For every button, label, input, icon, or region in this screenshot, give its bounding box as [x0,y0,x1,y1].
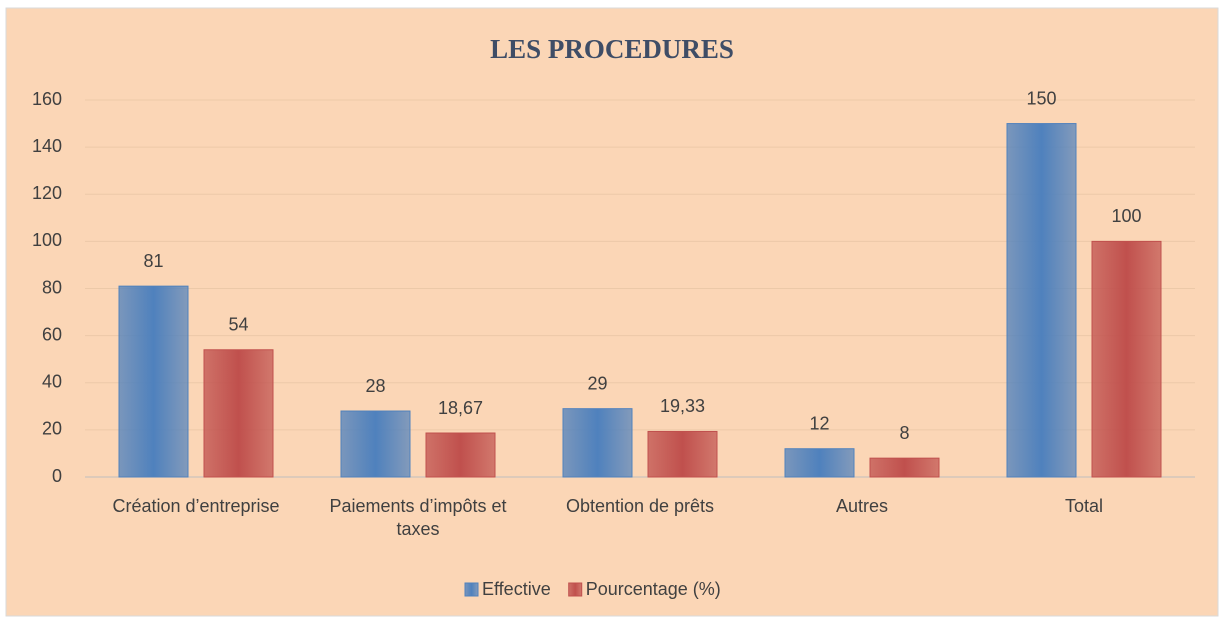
bar [869,457,940,478]
data-label: 150 [1026,88,1056,108]
bar [647,430,718,478]
y-tick-label: 40 [42,372,62,392]
bar [203,349,274,478]
y-tick-label: 160 [32,89,62,109]
data-label: 28 [365,376,385,396]
legend-label: Effective [482,579,551,599]
data-label: 81 [143,251,163,271]
bar [1091,240,1162,478]
y-tick-label: 20 [42,419,62,439]
bar [562,408,633,478]
data-label: 29 [587,373,607,393]
y-tick-label: 80 [42,277,62,297]
x-tick-label: Paiements d’impôts et taxes [329,496,507,539]
bar [118,285,189,478]
y-tick-label: 100 [32,230,62,250]
data-label: 12 [809,413,829,433]
chart-title: LES PROCEDURES [490,34,734,64]
bar [340,410,411,478]
y-tick-label: 140 [32,136,62,156]
y-tick-label: 0 [52,466,62,486]
data-label: 100 [1111,206,1141,226]
bar [1006,123,1077,478]
x-tick-label: Autres [835,496,889,516]
x-tick-label: Obtention de prêts [565,496,715,516]
x-tick-label: Total [1064,496,1104,516]
data-label: 18,67 [438,398,483,418]
data-label: 8 [899,423,909,443]
data-label: 19,33 [660,396,705,416]
bar [784,448,855,478]
x-tick-label: Création d’entreprise [112,496,280,516]
y-tick-label: 120 [32,183,62,203]
legend-swatch [464,582,479,597]
legend-swatch [568,582,583,597]
data-label: 54 [228,315,248,335]
legend-label: Pourcentage (%) [586,579,721,599]
y-tick-label: 60 [42,324,62,344]
bar [425,432,496,478]
